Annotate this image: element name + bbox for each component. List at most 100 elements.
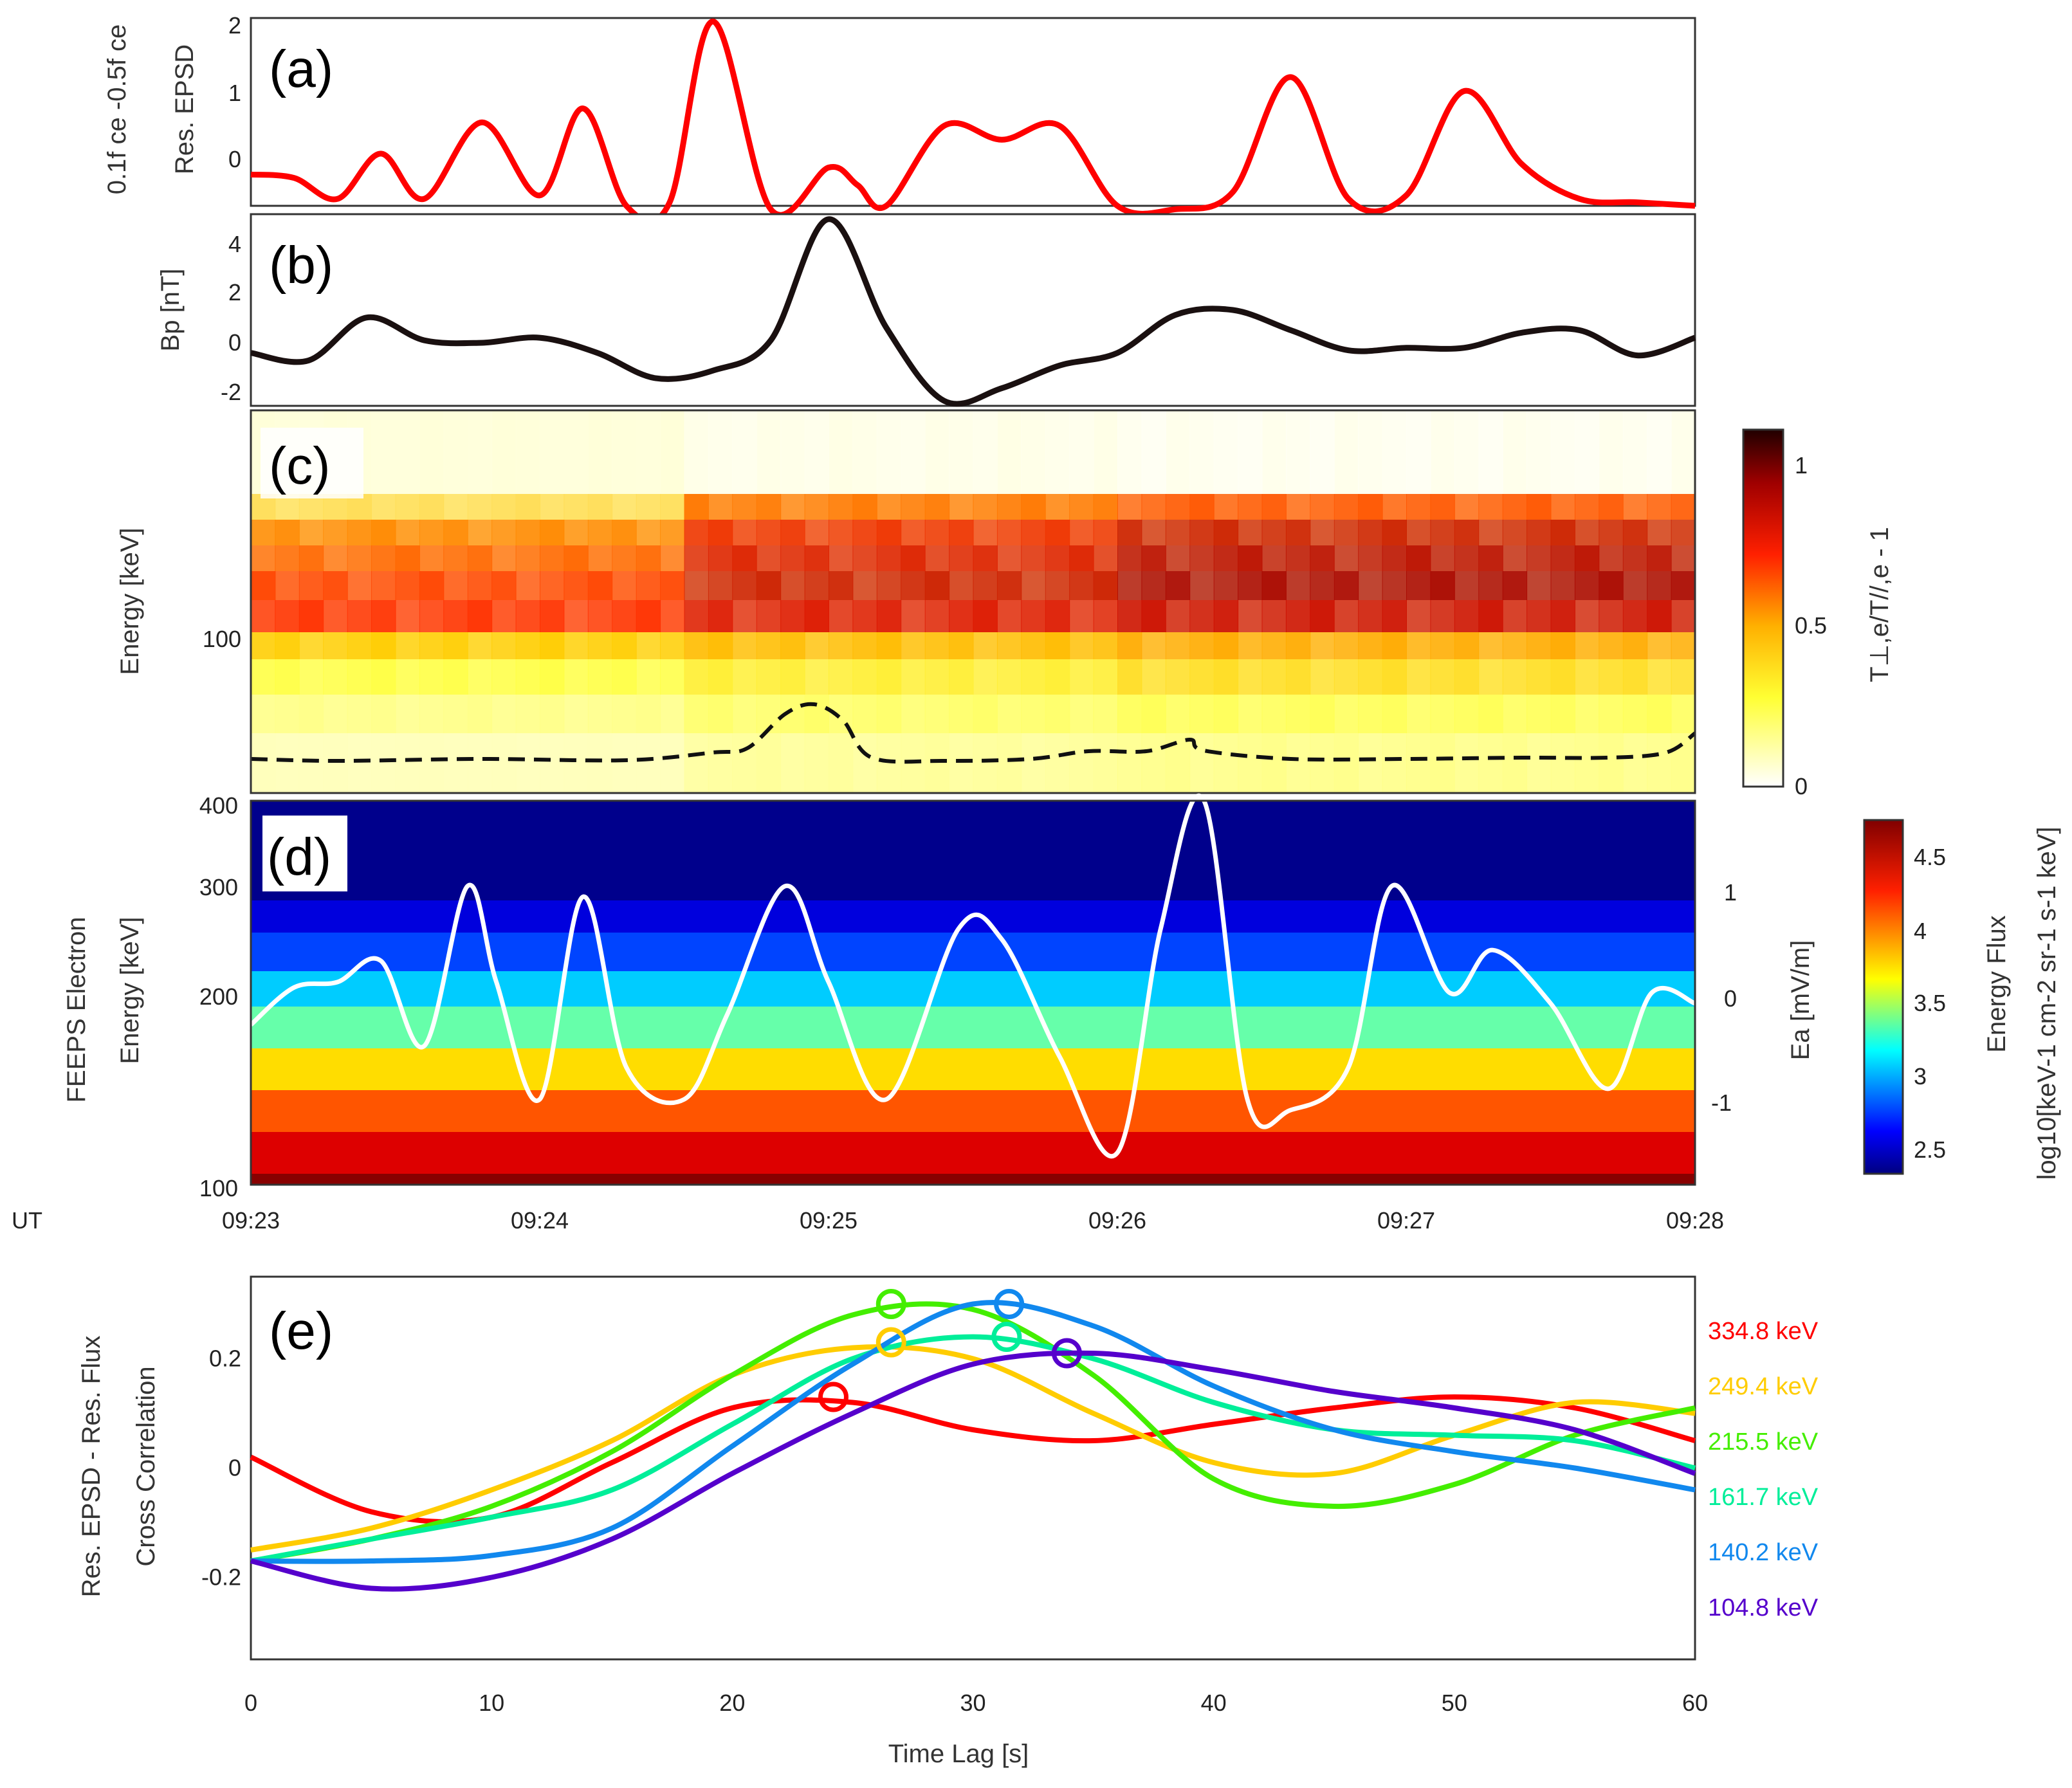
heatmap-cell bbox=[1213, 520, 1239, 545]
heatmap-cell bbox=[251, 571, 276, 600]
heatmap-cell bbox=[804, 600, 829, 632]
panel-e-legend-entry: 104.8 keV bbox=[1708, 1594, 1819, 1621]
heatmap-cell bbox=[1093, 520, 1118, 545]
heatmap-cell bbox=[1550, 632, 1575, 659]
heatmap-cell bbox=[1430, 632, 1455, 659]
heatmap-cell bbox=[949, 600, 974, 632]
heatmap-cell bbox=[1647, 695, 1672, 733]
heatmap-cell bbox=[1478, 733, 1503, 793]
heatmap-cell bbox=[901, 600, 926, 632]
heatmap-cell bbox=[275, 632, 300, 659]
heatmap-cell bbox=[1430, 733, 1455, 793]
panel-d-ytick: 400 bbox=[199, 792, 238, 819]
heatmap-cell bbox=[780, 410, 805, 494]
heatmap-cell bbox=[1406, 659, 1431, 695]
heatmap-cell bbox=[1141, 600, 1166, 632]
heatmap-cell bbox=[419, 410, 445, 494]
heatmap-cell bbox=[636, 632, 661, 659]
heatmap-cell bbox=[1189, 659, 1215, 695]
heatmap-cell bbox=[1141, 659, 1166, 695]
panel-e-series-line bbox=[250, 1334, 1696, 1564]
heatmap-cell bbox=[1647, 571, 1672, 600]
heatmap-cell bbox=[540, 571, 565, 600]
heatmap-cell bbox=[1599, 410, 1624, 494]
heatmap-cell bbox=[1550, 659, 1575, 695]
heatmap-cell bbox=[1165, 695, 1191, 733]
heatmap-cell bbox=[1671, 659, 1696, 695]
heatmap-cell bbox=[1310, 494, 1335, 520]
panel-d-right-ytick: -1 bbox=[1711, 1090, 1732, 1116]
heatmap-cell bbox=[1165, 600, 1191, 632]
heatmap-cell bbox=[949, 545, 974, 571]
heatmap-cell bbox=[829, 733, 854, 793]
heatmap-cell bbox=[973, 410, 998, 494]
heatmap-cell bbox=[275, 695, 300, 733]
heatmap-cell bbox=[1117, 410, 1142, 494]
heatmap-cell bbox=[756, 410, 782, 494]
heatmap-cell bbox=[612, 733, 637, 793]
heatmap-cell bbox=[443, 632, 468, 659]
heatmap-cell bbox=[1406, 600, 1431, 632]
heatmap-cell bbox=[491, 659, 517, 695]
heatmap-cell bbox=[1334, 545, 1359, 571]
heatmap-cell bbox=[684, 695, 709, 733]
heatmap-cell bbox=[708, 545, 733, 571]
heatmap-cell bbox=[660, 733, 685, 793]
heatmap-cell bbox=[996, 695, 1022, 733]
heatmap-cell bbox=[949, 571, 974, 600]
heatmap-cell bbox=[1478, 571, 1503, 600]
heatmap-cell bbox=[1310, 733, 1335, 793]
heatmap-cell bbox=[467, 600, 493, 632]
heatmap-cell bbox=[1285, 545, 1311, 571]
panel-e-xtick: 20 bbox=[719, 1690, 745, 1716]
heatmap-cell bbox=[636, 545, 661, 571]
heatmap-cell bbox=[1382, 571, 1407, 600]
panel-b-bp-line bbox=[250, 216, 1696, 407]
heatmap-cell bbox=[1502, 659, 1528, 695]
heatmap-cell bbox=[1574, 410, 1600, 494]
heatmap-cell bbox=[1141, 695, 1166, 733]
panel-b-ytick: -2 bbox=[221, 379, 241, 405]
heatmap-cell bbox=[852, 733, 877, 793]
heatmap-cell bbox=[996, 571, 1022, 600]
heatmap-cell bbox=[1622, 494, 1648, 520]
heatmap-cell bbox=[949, 410, 974, 494]
panel-b-ylabel: Bp [nT] bbox=[156, 269, 185, 352]
heatmap-cell bbox=[1454, 733, 1480, 793]
heatmap-cell bbox=[515, 571, 540, 600]
heatmap-cell bbox=[901, 545, 926, 571]
heatmap-cell bbox=[612, 600, 637, 632]
heatmap-cell bbox=[1382, 545, 1407, 571]
heatmap-cell bbox=[1189, 494, 1215, 520]
heatmap-cell bbox=[636, 410, 661, 494]
heatmap-cell bbox=[371, 571, 396, 600]
heatmap-cell bbox=[395, 659, 420, 695]
heatmap-cell bbox=[996, 632, 1022, 659]
heatmap-cell bbox=[395, 600, 420, 632]
heatmap-cell bbox=[347, 571, 372, 600]
heatmap-cell bbox=[1189, 520, 1215, 545]
panel-e-series-line bbox=[250, 1300, 1696, 1564]
time-tick: 09:26 bbox=[1088, 1207, 1146, 1234]
heatmap-cell bbox=[395, 520, 420, 545]
heatmap-cell bbox=[660, 520, 685, 545]
heatmap-cell bbox=[973, 632, 998, 659]
heatmap-cell bbox=[660, 659, 685, 695]
heatmap-cell bbox=[636, 733, 661, 793]
heatmap-cell bbox=[1141, 632, 1166, 659]
heatmap-cell bbox=[419, 632, 445, 659]
heatmap-cell bbox=[684, 659, 709, 695]
heatmap-cell bbox=[660, 632, 685, 659]
heatmap-cell bbox=[1261, 695, 1287, 733]
heatmap-cell bbox=[1406, 410, 1431, 494]
heatmap-cell bbox=[1622, 659, 1648, 695]
heatmap-cell bbox=[636, 571, 661, 600]
heatmap-cell bbox=[564, 600, 589, 632]
heatmap-cell bbox=[1069, 545, 1094, 571]
heatmap-cell bbox=[1406, 632, 1431, 659]
panel-d-ytick: 100 bbox=[199, 1175, 238, 1201]
panel-e-ylabel-2: Cross Correlation bbox=[132, 1366, 160, 1566]
heatmap-cell bbox=[323, 733, 348, 793]
heatmap-cell bbox=[708, 659, 733, 695]
heatmap-cell bbox=[298, 520, 324, 545]
